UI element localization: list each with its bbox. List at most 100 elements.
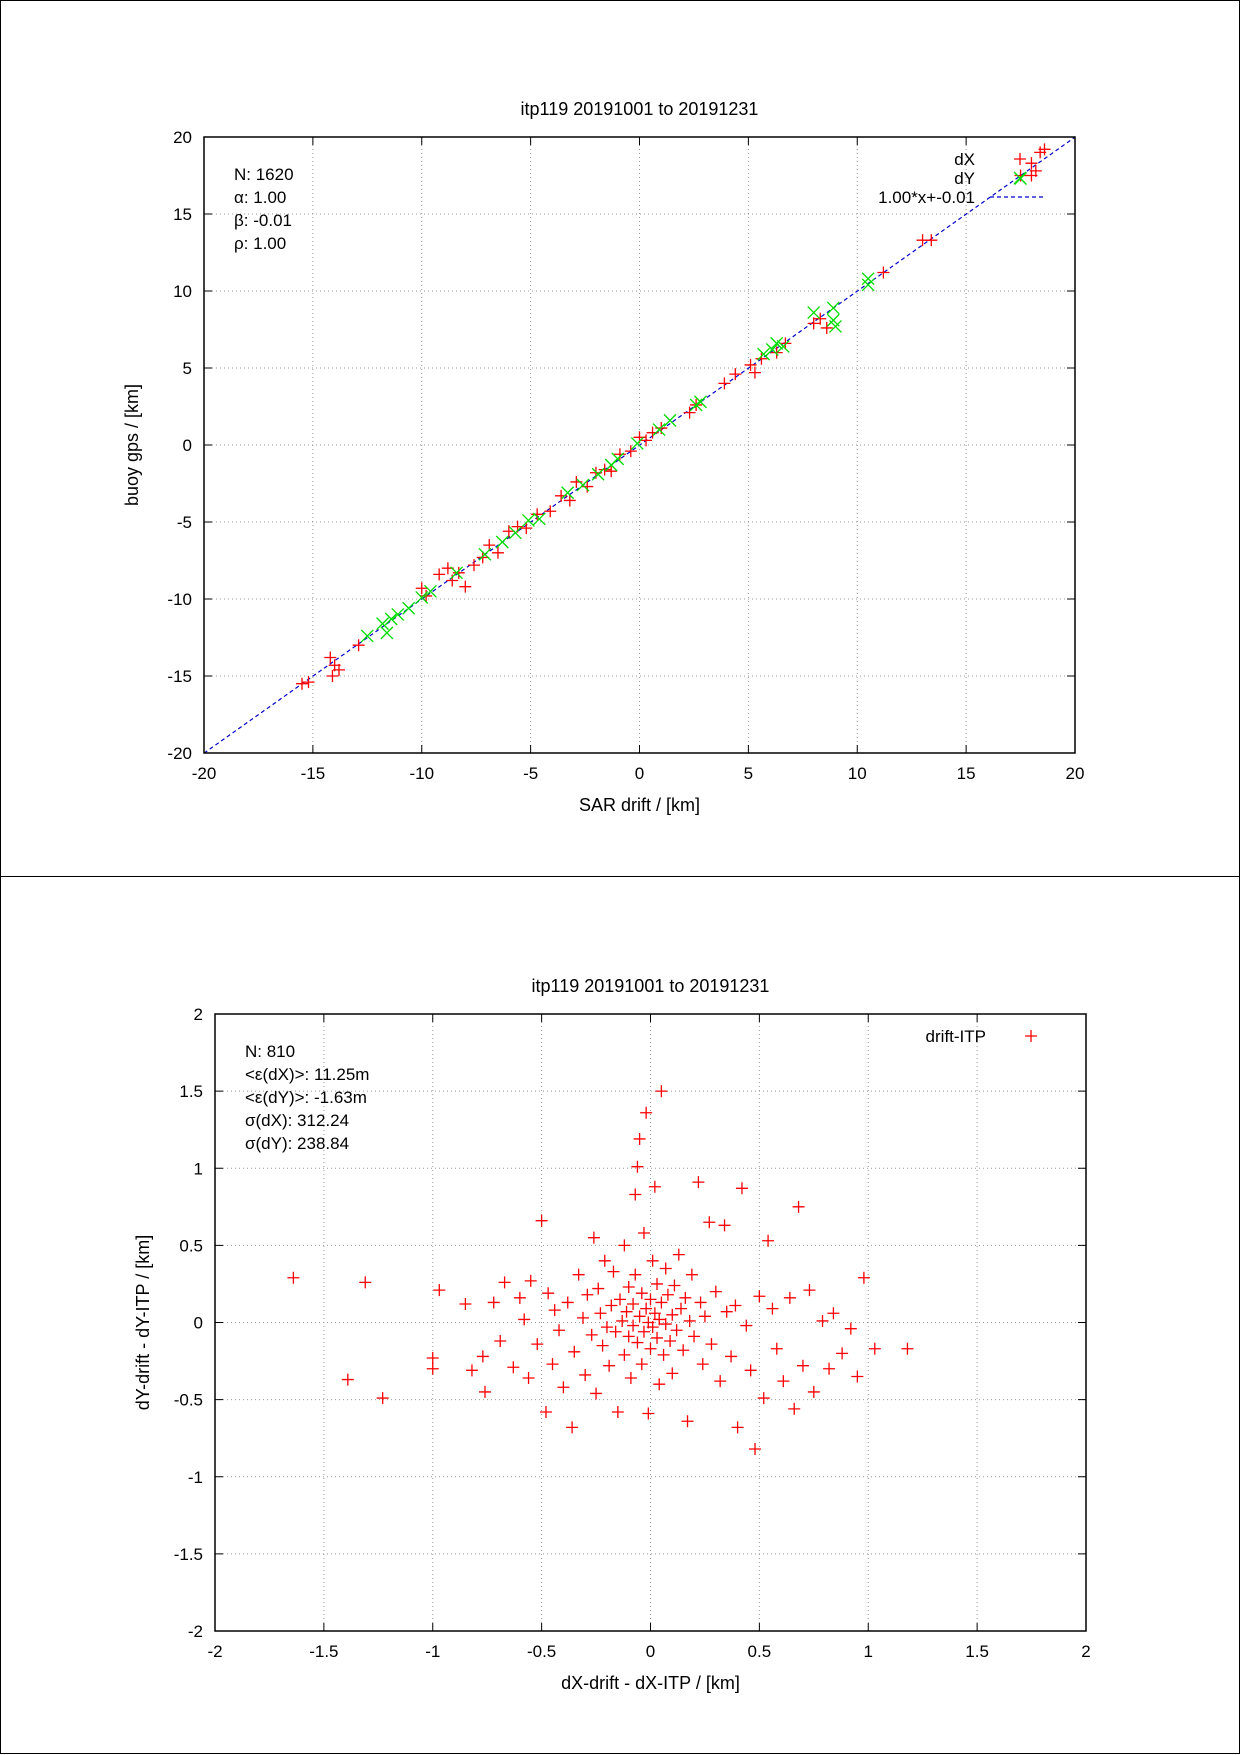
chart-2-point-drift-ITP xyxy=(607,1265,620,1278)
chart-2-point-drift-ITP xyxy=(740,1319,753,1332)
chart-1-x-axis-label: SAR drift / [km] xyxy=(579,795,700,815)
chart-1-point-dX xyxy=(748,366,761,379)
chart-2-point-drift-ITP xyxy=(635,1287,648,1300)
chart-2-point-drift-ITP xyxy=(648,1307,661,1320)
chart-1-series-dX xyxy=(295,143,1051,690)
chart-2-point-drift-ITP xyxy=(539,1405,552,1418)
chart-2-y-tick-label: 1 xyxy=(194,1159,203,1178)
chart-2-point-drift-ITP xyxy=(637,1325,650,1338)
chart-1-y-tick-label: -5 xyxy=(177,513,192,532)
chart-2-point-drift-ITP xyxy=(287,1271,300,1284)
chart-1-point-dX xyxy=(744,358,757,371)
chart-2-point-drift-ITP xyxy=(655,1296,668,1309)
chart-2-point-drift-ITP xyxy=(807,1385,820,1398)
chart-1-point-dY xyxy=(360,629,374,643)
chart-2-point-drift-ITP xyxy=(561,1296,574,1309)
chart-1-point-dY xyxy=(829,319,842,333)
chart-2-stats-line: <ε(dY)>: -1.63m xyxy=(245,1088,367,1107)
chart-1-point-dY xyxy=(384,612,398,626)
chart-2-x-tick-label: -2 xyxy=(207,1642,222,1661)
chart-2-point-drift-ITP xyxy=(857,1271,870,1284)
chart-1-point-dY xyxy=(450,566,464,580)
chart-2-point-drift-ITP xyxy=(627,1297,640,1310)
chart-1-point-dX xyxy=(452,566,465,579)
chart-1-point-dY xyxy=(424,584,437,598)
chart-1-point-dY xyxy=(861,272,875,286)
chart-1-plot-frame xyxy=(203,136,1076,754)
chart-1-point-dX xyxy=(1038,143,1051,156)
bottom-scatter-chart: itp119 20191001 to 20191231 -2 -1.5 -1 -0.5 0… xyxy=(133,976,1091,1693)
chart-2-point-drift-ITP xyxy=(642,1407,655,1420)
chart-2-point-drift-ITP xyxy=(518,1313,531,1326)
chart-2-x-tick-label: 2 xyxy=(1081,1642,1090,1661)
chart-2-point-drift-ITP xyxy=(359,1276,372,1289)
chart-1-x-tick-label: 5 xyxy=(744,764,753,783)
chart-2-point-drift-ITP xyxy=(783,1291,796,1304)
chart-2-point-drift-ITP xyxy=(653,1378,666,1391)
chart-2-point-drift-ITP xyxy=(725,1350,738,1363)
chart-2-point-drift-ITP xyxy=(653,1313,666,1326)
chart-2-point-drift-ITP xyxy=(603,1359,616,1372)
chart-2-point-drift-ITP xyxy=(735,1182,748,1195)
chart-2-point-drift-ITP xyxy=(618,1239,631,1252)
chart-2-point-drift-ITP xyxy=(844,1322,857,1335)
chart-1-legend-label: dY xyxy=(954,169,975,188)
chart-1-x-tick-label: -20 xyxy=(192,764,217,783)
chart-2-point-drift-ITP xyxy=(590,1387,603,1400)
chart-1-y-tick-label: 5 xyxy=(183,359,192,378)
chart-1-legend-symbol xyxy=(1013,171,1027,185)
chart-1-point-dX xyxy=(640,434,653,447)
chart-1-point-dY xyxy=(591,467,605,481)
chart-2-point-drift-ITP xyxy=(376,1392,389,1405)
chart-2-point-drift-ITP xyxy=(620,1305,633,1318)
chart-2-point-drift-ITP xyxy=(614,1293,627,1306)
chart-2-point-drift-ITP xyxy=(705,1338,718,1351)
chart-2-point-drift-ITP xyxy=(674,1302,687,1315)
chart-2-point-drift-ITP xyxy=(681,1415,694,1428)
chart-2-point-drift-ITP xyxy=(546,1358,559,1371)
chart-2-point-drift-ITP xyxy=(729,1299,742,1312)
chart-1-point-dX xyxy=(352,639,365,652)
chart-1-legend-label: dX xyxy=(954,150,975,169)
chart-2-point-drift-ITP xyxy=(694,1296,707,1309)
chart-1-point-dY xyxy=(561,486,575,500)
chart-2-point-drift-ITP xyxy=(592,1282,605,1295)
chart-1-point-dY xyxy=(765,343,779,356)
chart-2-point-drift-ITP xyxy=(659,1318,672,1331)
chart-2-point-drift-ITP xyxy=(803,1284,816,1297)
chart-2-y-tick-label: -1.5 xyxy=(174,1545,203,1564)
chart-2-point-drift-ITP xyxy=(605,1299,618,1312)
chart-2-y-tick-label: 2 xyxy=(194,1005,203,1024)
chart-2-point-drift-ITP xyxy=(757,1392,770,1405)
chart-1-point-dY xyxy=(415,591,429,604)
chart-2-point-drift-ITP xyxy=(622,1330,635,1343)
chart-2-point-drift-ITP xyxy=(548,1304,561,1317)
chart-1-point-dX xyxy=(415,582,428,595)
chart-2-point-drift-ITP xyxy=(609,1325,622,1338)
chart-2-point-drift-ITP xyxy=(901,1342,914,1355)
chart-1-point-dX xyxy=(605,465,618,478)
chart-2-point-drift-ITP xyxy=(587,1231,600,1244)
chart-2-point-drift-ITP xyxy=(566,1421,579,1434)
chart-1-point-dY xyxy=(663,413,677,427)
chart-2-point-drift-ITP xyxy=(479,1385,492,1398)
chart-2-point-drift-ITP xyxy=(524,1274,537,1287)
chart-1-x-tick-label: -15 xyxy=(301,764,326,783)
chart-2-point-drift-ITP xyxy=(594,1307,607,1320)
chart-1-point-dY xyxy=(576,478,590,492)
chart-1-stats-line: α: 1.00 xyxy=(234,188,286,207)
chart-2-point-drift-ITP xyxy=(633,1310,646,1323)
chart-2-point-drift-ITP xyxy=(553,1324,566,1337)
chart-2-point-drift-ITP xyxy=(659,1262,672,1275)
chart-2-x-tick-label: 0.5 xyxy=(748,1642,772,1661)
chart-2-title: itp119 20191001 to 20191231 xyxy=(532,976,770,996)
chart-2-point-drift-ITP xyxy=(709,1285,722,1298)
chart-2-point-drift-ITP xyxy=(703,1216,716,1229)
chart-1-x-tick-label: 0 xyxy=(635,764,644,783)
chart-2-y-tick-label: 0 xyxy=(194,1314,203,1333)
chart-2-point-drift-ITP xyxy=(433,1284,446,1297)
chart-2-point-drift-ITP xyxy=(633,1132,646,1145)
chart-2-point-drift-ITP xyxy=(644,1293,657,1306)
chart-2-point-drift-ITP xyxy=(513,1291,526,1304)
chart-1-point-dX xyxy=(563,494,576,507)
